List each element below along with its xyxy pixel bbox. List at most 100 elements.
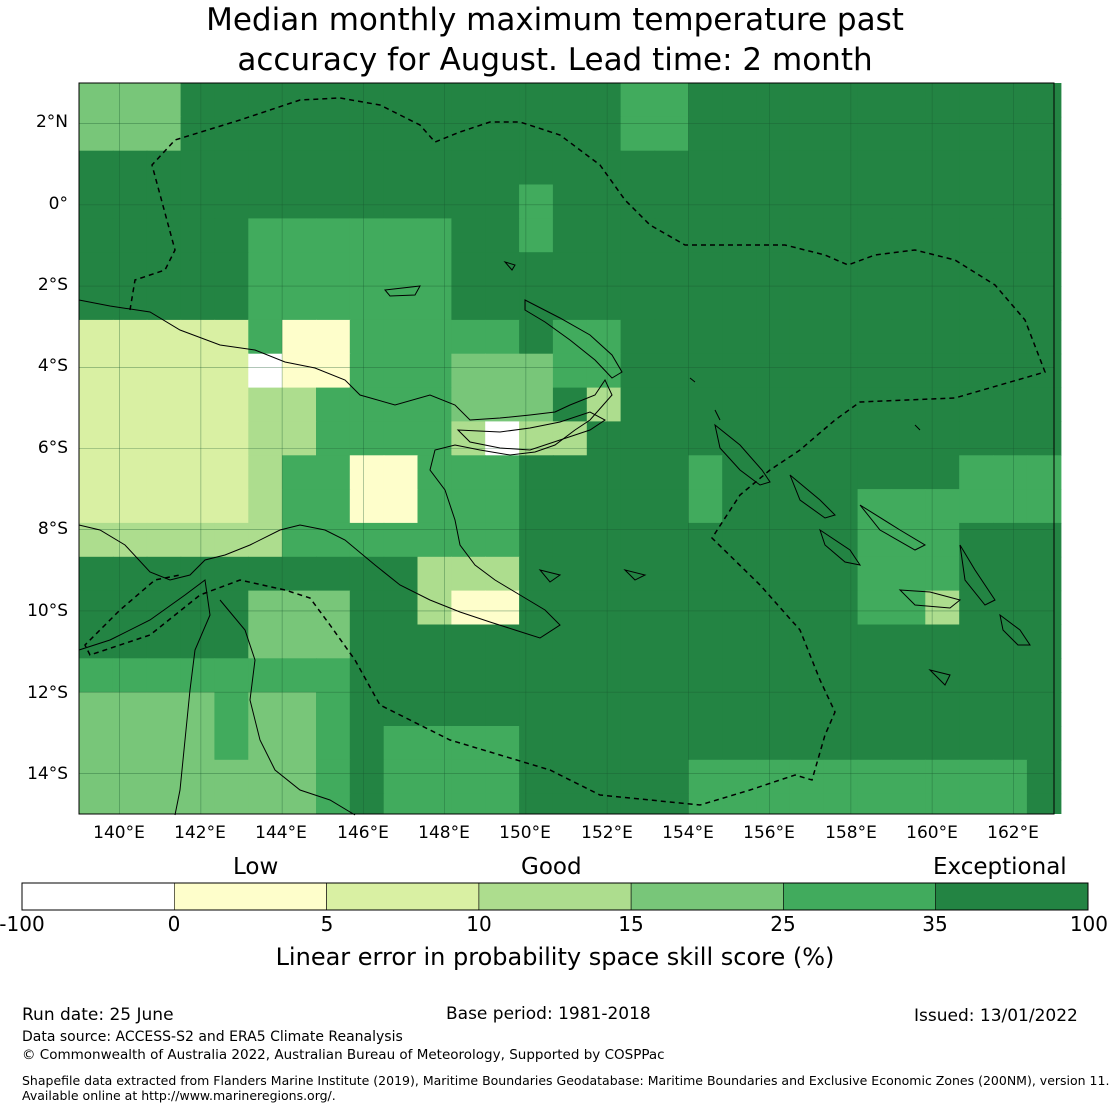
skill-cell [180,252,216,287]
colorbar-bin [630,882,784,911]
skill-cell [756,116,791,152]
skill-cell [959,387,994,422]
lat-label-2s: 2°S [37,275,68,295]
skill-cell [552,184,588,219]
skill-cell [722,353,757,389]
skill-cell [586,421,622,456]
skill-cell [688,83,723,118]
skill-cell [823,184,859,219]
skill-cell [823,83,859,118]
skill-cell [1026,387,1062,422]
skill-cell [823,116,859,152]
skill-cell [891,116,926,152]
skill-cell [417,556,452,592]
skill-cell [789,184,825,219]
skill-cell [383,590,419,625]
lon-label-144e: 144°E [255,823,307,843]
skill-cell [519,184,554,219]
skill-cell [451,489,486,524]
skill-cell [417,455,452,490]
skill-cell [688,658,723,693]
skill-cell [485,252,520,287]
skill-cell [654,455,689,490]
issued-date: Issued: 13/01/2022 [914,1006,1078,1026]
skill-cell [146,759,182,795]
skill-cell [383,286,419,321]
skill-cell [214,150,249,186]
skill-cell [823,489,859,524]
skill-cell [789,252,825,287]
skill-cell [417,590,452,625]
skill-cell [620,150,656,186]
skill-cell [993,556,1028,592]
skill-cell [823,218,859,253]
lon-label-154e: 154°E [662,823,714,843]
skill-cell [654,252,689,287]
skill-cell [214,319,249,355]
skill-cell [451,150,486,186]
skill-cell [112,286,148,321]
skill-cell [959,83,994,118]
skill-cell [688,319,723,355]
skill-cell [959,116,994,152]
skill-cell [282,184,317,219]
skill-cell [552,590,588,625]
skill-cell [654,624,689,659]
skill-cell [316,455,351,490]
skill-cell [891,218,926,253]
skill-cell [620,556,656,592]
skill-cell [1026,590,1062,625]
skill-cell [79,692,114,727]
skill-cell [214,252,249,287]
skill-cell [417,726,452,761]
skill-cell [417,218,452,253]
skill-cell [451,759,486,795]
skill-cell [1026,489,1062,524]
skill-cell [112,556,148,592]
skill-cell [722,624,757,659]
skill-cell [993,421,1028,456]
skill-cell [214,489,249,524]
skill-cell [620,218,656,253]
skill-cell [823,150,859,186]
skill-cell [146,319,182,355]
skill-cell [925,692,960,727]
skill-cell [1026,252,1062,287]
skill-cell [79,793,114,814]
skill-cell [586,489,622,524]
skill-cell [214,218,249,253]
skill-cell [79,556,114,592]
skill-cell [79,150,114,186]
skill-cell [722,116,757,152]
skill-cell [552,556,588,592]
colorbar-tick-25: 25 [770,912,796,936]
skill-cell [756,387,791,422]
skill-cell [451,116,486,152]
small-islands [384,261,951,686]
skill-cell [349,759,385,795]
skill-cell [620,590,656,625]
skill-cell [756,556,791,592]
skill-cell [349,522,385,558]
skill-cell [789,556,825,592]
skill-cell [688,116,723,152]
skill-cell [586,624,622,659]
skill-cell [925,726,960,761]
skill-grid-cells [79,83,1062,814]
skill-cell [756,590,791,625]
skill-cell [688,624,723,659]
skill-cell [891,759,926,795]
skill-cell [857,726,893,761]
skill-cell [214,522,249,558]
skill-cell [891,692,926,727]
skill-cell [79,590,114,625]
skill-cell [248,150,283,186]
skill-cell [519,658,554,693]
skill-cell [891,319,926,355]
skill-cell [823,387,859,422]
skill-cell [112,150,148,186]
skill-cell [214,83,249,118]
skill-cell [451,218,486,253]
skill-cell [925,421,960,456]
skill-cell [112,658,148,693]
